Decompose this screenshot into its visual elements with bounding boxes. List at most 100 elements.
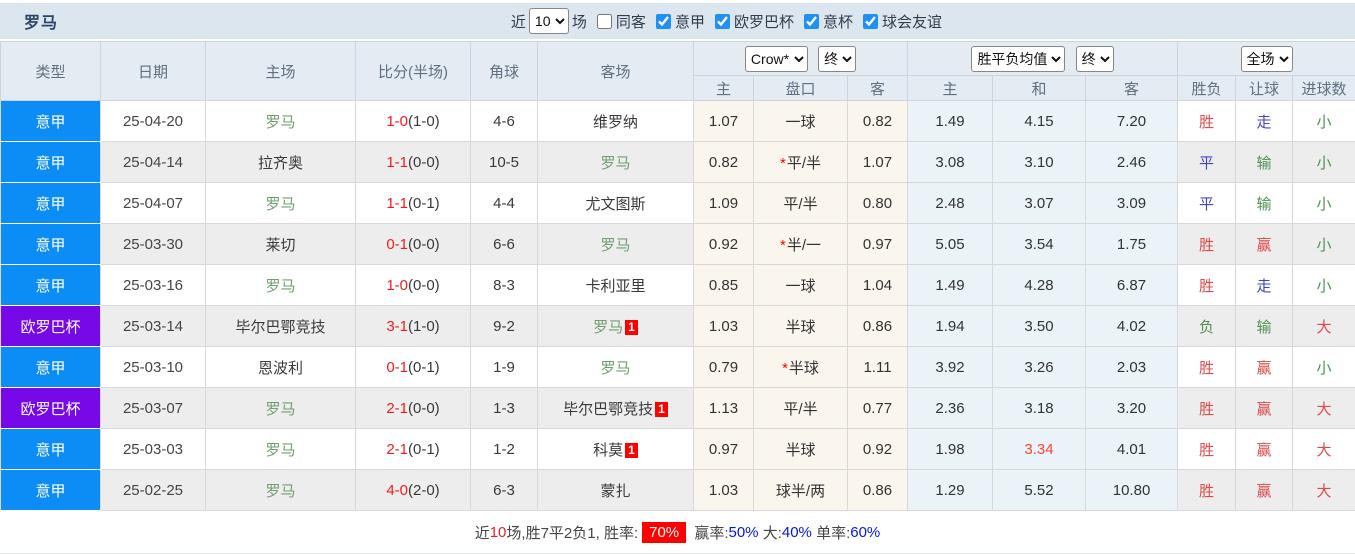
corners-cell: 1-3 [470,387,538,429]
goals-result-cell: 大 [1292,305,1355,347]
footer-profit-label: 赢率: [690,524,729,542]
avg-draw-cell: 3.50 [992,305,1087,347]
filter-club-friendly-label: 球会友谊 [881,13,942,31]
goals-result-cell: 大 [1292,428,1355,470]
handicap-result-cell: 赢 [1235,387,1294,429]
footer-profit-rate: 50% [728,523,759,541]
avg-draw-cell: 5.52 [992,469,1087,511]
col-handicap-result: 让球 [1235,75,1294,101]
avg-home-cell: 1.49 [907,264,994,306]
result-cell: 平 [1177,141,1237,183]
away-team-cell: 卡利亚里 [537,264,694,306]
footer-single-label: 单率: [811,524,851,542]
away-odds-cell: 0.82 [846,100,909,142]
match-row: 意甲 25-02-25 罗马 4-0(2-0) 6-3 蒙扎 1.03 球半/两 0.86 1.2… [0,469,1355,511]
league-cell: 意甲 [0,141,101,183]
fulltime-score: 2-1 [386,399,408,417]
home-odds-cell: 1.03 [693,305,754,347]
bookmaker-select[interactable]: Crow* [744,45,808,72]
avg-away-cell: 2.46 [1085,141,1179,183]
col-avg-away: 客 [1085,75,1179,101]
home-odds-cell: 0.79 [693,346,754,388]
recent-count-select[interactable]: 10 [528,8,569,34]
away-odds-cell: 0.86 [846,305,909,347]
games-label: 场 [571,13,587,31]
goals-result-cell: 小 [1292,346,1355,388]
home-team-cell: 罗马 [205,264,356,306]
handicap-result-cell: 输 [1235,141,1294,183]
away-odds-cell: 1.11 [846,346,909,388]
goals-result-cell: 小 [1292,264,1355,306]
away-odds-cell: 0.77 [846,387,909,429]
footer-single-rate: 60% [850,523,881,541]
home-team-cell: 罗马 [205,469,356,511]
goals-result-cell: 小 [1292,182,1355,224]
league-cell: 意甲 [0,100,101,142]
filter-europa-league-checkbox[interactable] [714,13,730,29]
filter-italy-cup-checkbox[interactable] [803,13,819,29]
col-score: 比分(半场) [355,41,471,101]
avg-away-cell: 7.20 [1085,100,1179,142]
halftime-score: (0-1) [408,440,440,458]
near-label: 近 [510,13,526,31]
red-card-badge: 1 [625,320,638,336]
avg-away-cell: 6.87 [1085,264,1179,306]
away-team-cell: 科莫 1 [537,428,694,470]
away-team-name: 罗马 [600,359,631,377]
fulltime-select[interactable]: 全场 [1240,45,1293,72]
home-team-cell: 恩波利 [205,346,356,388]
corners-cell: 1-2 [470,428,538,470]
same-away-label: 同客 [615,13,646,31]
filter-italy-cup-label: 意杯 [822,13,853,31]
summary-footer: 近 10 场, 胜7平2负1, 胜率: 70% 赢率: 50% 大: 40% 单率: 60% [0,511,1355,554]
away-team-name: 罗马 [600,154,631,172]
footer-games-suffix: 场, [506,524,526,542]
result-cell: 负 [1177,305,1237,347]
goals-result-cell: 大 [1292,469,1355,511]
home-odds-cell: 0.85 [693,264,754,306]
avg-away-cell: 4.01 [1085,428,1179,470]
filter-serie-a-checkbox[interactable] [655,13,671,29]
home-team-cell: 罗马 [205,182,356,224]
avg-odds-select[interactable]: 胜平负均值 [971,45,1066,72]
avg-draw-cell: 3.07 [992,182,1087,224]
result-cell: 胜 [1177,428,1237,470]
away-team-cell: 蒙扎 [537,469,694,511]
corners-cell: 6-3 [470,469,538,511]
avg-away-cell: 3.20 [1085,387,1179,429]
filter-club-friendly-checkbox[interactable] [862,13,878,29]
avg-time-select[interactable]: 终 [1075,45,1114,72]
fulltime-score: 1-1 [386,194,408,212]
goals-result-cell: 小 [1292,223,1355,265]
away-team-name: 卡利亚里 [585,277,646,295]
result-cell: 胜 [1177,469,1237,511]
avg-odds-group-header: 胜平负均值 终 [907,41,1179,76]
halftime-score: (0-0) [408,153,440,171]
home-team-cell: 拉齐奥 [205,141,356,183]
avg-home-cell: 1.49 [907,100,994,142]
score-cell: 3-1(1-0) [355,305,471,347]
away-odds-cell: 1.07 [846,141,909,183]
score-cell: 1-1(0-1) [355,182,471,224]
handicap-cell: 一球 [753,100,848,142]
match-row: 意甲 25-03-30 莱切 0-1(0-0) 6-6 罗马 0.92 *半/一 0.97 5.0… [0,223,1355,265]
handicap-result-cell: 赢 [1235,469,1294,511]
col-avg-draw: 和 [992,75,1087,101]
handicap-cell: 半球 [753,428,848,470]
league-cell: 欧罗巴杯 [0,305,101,347]
result-cell: 胜 [1177,346,1237,388]
match-row: 意甲 25-03-16 罗马 1-0(0-0) 8-3 卡利亚里 0.85 一球 1.04 1.4… [0,264,1355,306]
halftime-score: (1-0) [408,317,440,335]
avg-draw-cell: 3.18 [992,387,1087,429]
handicap-time-select[interactable]: 终 [818,45,857,72]
home-odds-cell: 1.13 [693,387,754,429]
date-cell: 25-03-03 [100,428,206,470]
league-cell: 意甲 [0,469,101,511]
date-cell: 25-02-25 [100,469,206,511]
away-team-name: 蒙扎 [600,482,631,500]
avg-draw-cell: 3.10 [992,141,1087,183]
away-team-cell: 毕尔巴鄂竞技 1 [537,387,694,429]
win-rate-badge: 70% [642,521,687,543]
same-away-checkbox[interactable] [596,13,612,29]
